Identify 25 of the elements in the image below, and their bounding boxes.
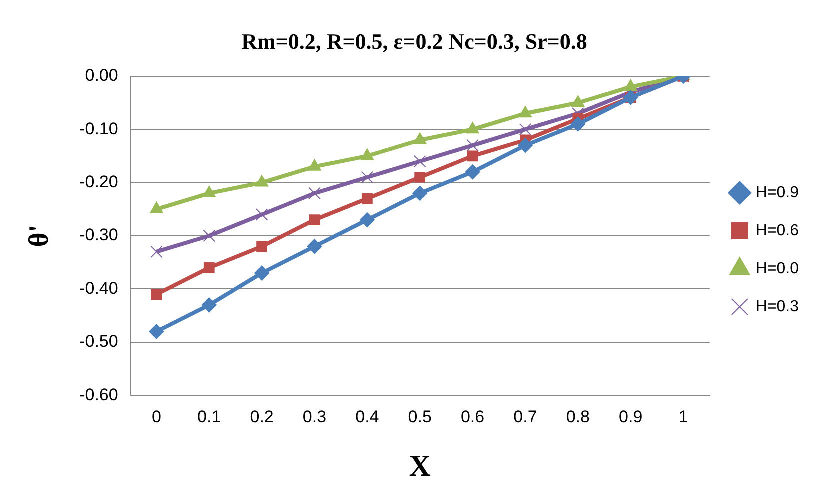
x-tick-label: 0.1: [198, 407, 222, 426]
y-tick-label: -0.60: [80, 385, 118, 404]
x-tick-label: 0.7: [514, 407, 538, 426]
legend-label: H=0.0: [756, 260, 800, 278]
x-tick-label: 1: [678, 407, 688, 426]
y-tick-label: -0.50: [80, 332, 118, 352]
y-tick-label: -0.20: [80, 172, 118, 192]
legend-label: H=0.3: [756, 298, 800, 316]
x-tick-label: 0.4: [356, 407, 380, 426]
legend-label: H=0.9: [756, 184, 800, 202]
x-tick-label: 0.9: [619, 407, 643, 426]
legend-label: H=0.6: [756, 222, 800, 240]
x-axis-title: X: [409, 450, 432, 483]
x-tick-label: 0.3: [302, 407, 327, 426]
y-tick-label: -0.10: [80, 119, 118, 138]
y-tick-label: -0.30: [80, 226, 118, 245]
x-tick-label: 0.8: [566, 407, 590, 426]
x-tick-label: 0.5: [408, 407, 432, 426]
y-tick-label: 0.00: [85, 66, 118, 86]
x-tick-label: 0.6: [460, 407, 485, 426]
y-tick-label: -0.40: [80, 278, 118, 298]
chart-title: Rm=0.2, R=0.5, ε=0.2 Nc=0.3, Sr=0.8: [242, 28, 588, 54]
y-axis-title: θ': [24, 224, 56, 248]
x-tick-label: 0.2: [250, 407, 274, 426]
x-tick-label: 0: [152, 407, 162, 426]
